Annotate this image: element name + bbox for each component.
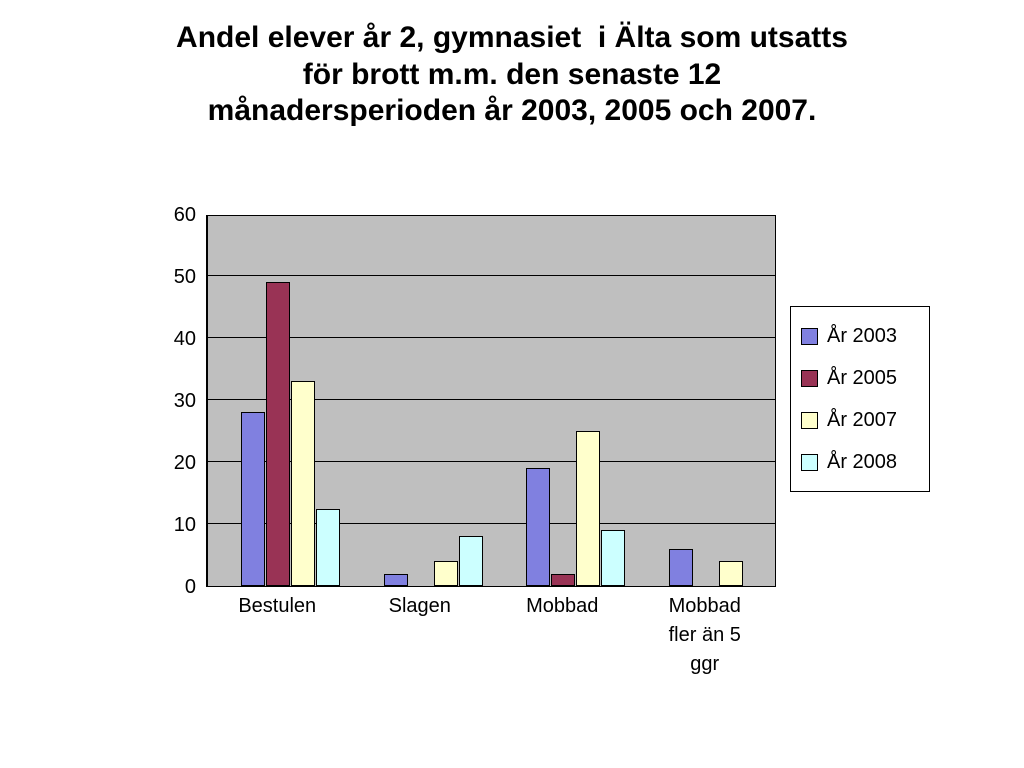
x-tick-label-line: Mobbad [668, 595, 741, 617]
bar [576, 431, 600, 586]
legend-swatch-icon [801, 327, 818, 345]
x-tick-label: Bestulen [206, 592, 349, 621]
gridline [207, 399, 775, 400]
chart-legend: År 2003 År 2005 År 2007 År 2008 [790, 306, 930, 492]
bar [383, 573, 408, 586]
x-tick-label-line: ggr [690, 653, 720, 675]
y-tick-label: 60 [173, 204, 196, 226]
bar [266, 282, 290, 586]
bar [291, 381, 315, 586]
gridline [207, 275, 775, 276]
bar [551, 573, 575, 586]
legend-swatch-icon [801, 453, 818, 471]
bar [668, 548, 693, 586]
plot-area [206, 215, 776, 587]
gridline [207, 337, 775, 338]
y-axis-line [207, 216, 208, 586]
bar [601, 530, 625, 586]
x-tick-label: Mobbad fler än 5 ggr [634, 592, 777, 679]
x-tick-label: Slagen [349, 592, 492, 621]
title-line-3: månadersperioden år 2003, 2005 och 2007. [207, 94, 817, 128]
y-tick-label: 0 [184, 576, 196, 598]
legend-item-label: År 2003 [827, 324, 898, 347]
x-tick-label-line: fler än 5 [668, 624, 741, 646]
y-tick-label: 50 [173, 266, 196, 288]
x-tick-label: Mobbad [491, 592, 634, 621]
legend-item: År 2008 [801, 441, 919, 483]
legend-swatch-icon [801, 369, 818, 387]
legend-item-label: År 2005 [827, 366, 898, 389]
legend-item-label: År 2008 [827, 450, 898, 473]
bar [241, 412, 265, 586]
y-tick-label: 10 [173, 514, 196, 536]
legend-item: År 2005 [801, 357, 919, 399]
y-tick-label: 20 [173, 452, 196, 474]
x-tick-label-line: Bestulen [238, 595, 317, 617]
legend-item: År 2003 [801, 315, 919, 357]
y-axis-tick-labels: 0 10 20 30 40 50 60 [150, 205, 196, 597]
x-axis-tick-labels: Bestulen Slagen Mobbad Mobbad fler än 5 ggr [206, 592, 776, 722]
bar [526, 468, 550, 586]
title-line-2: för brott m.m. den senaste 12 [302, 57, 722, 91]
bar [718, 561, 743, 586]
y-tick-label: 30 [173, 390, 196, 412]
y-tick-label: 40 [173, 328, 196, 350]
x-tick-label-line: Slagen [388, 595, 451, 617]
title-line-1: Andel elever år 2, gymnasiet i Älta som … [176, 21, 848, 54]
legend-item: År 2007 [801, 399, 919, 441]
bar [458, 536, 483, 586]
bar-chart: 0 10 20 30 40 50 60 Bestulen Slagen Mobbad Mobbad… [0, 200, 1024, 760]
legend-item-label: År 2007 [827, 408, 898, 431]
x-tick-label-line: Mobbad [526, 595, 599, 617]
bar [316, 508, 340, 586]
gridline [207, 461, 775, 462]
legend-swatch-icon [801, 411, 818, 429]
gridline [207, 523, 775, 524]
page-title: Andel elever år 2, gymnasiet i Älta som … [40, 20, 984, 130]
bar [433, 561, 458, 586]
